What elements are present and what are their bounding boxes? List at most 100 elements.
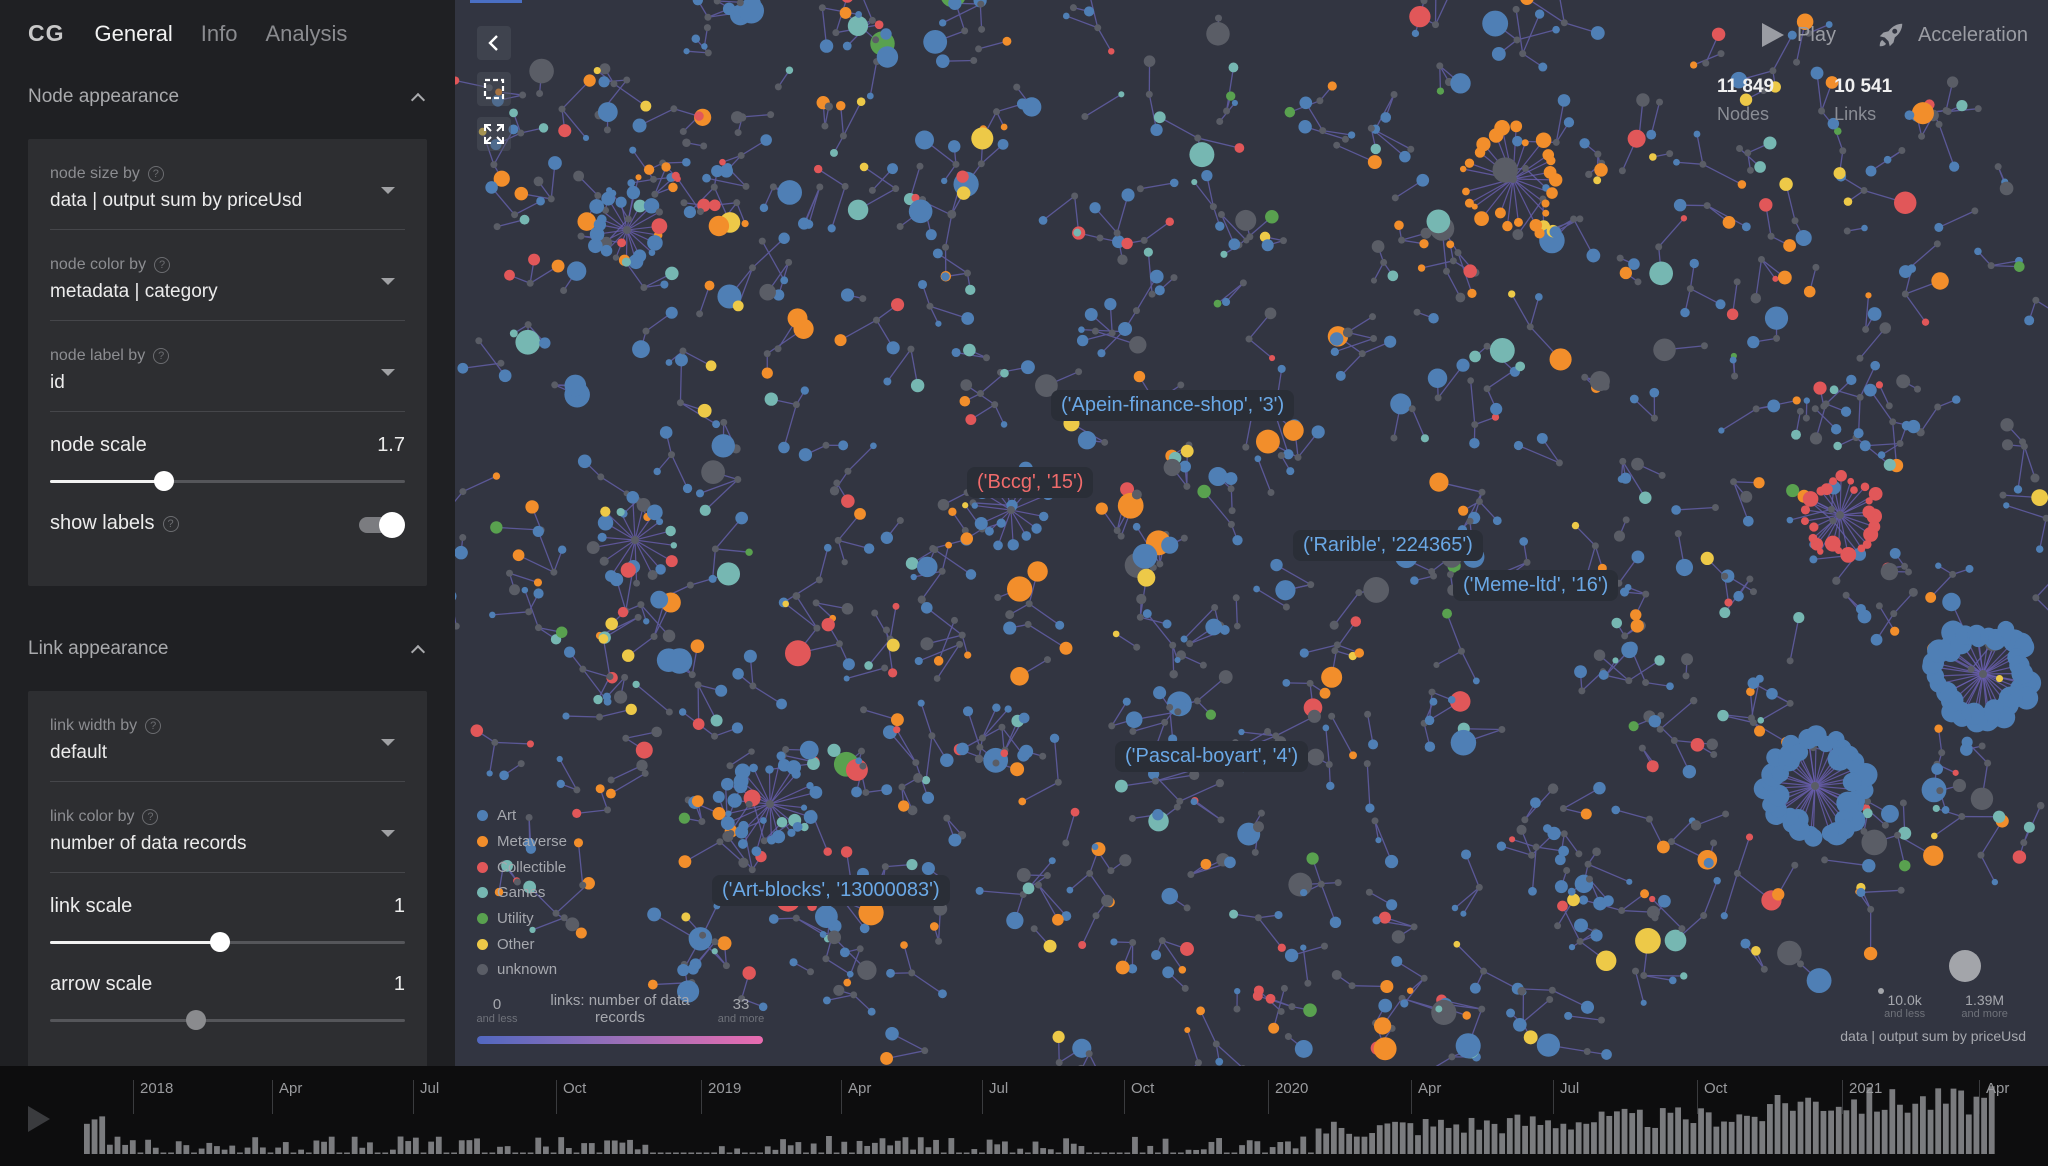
select-area-button[interactable] xyxy=(477,72,511,106)
legend-label: Collectible xyxy=(497,858,567,876)
field-value: metadata | category xyxy=(50,281,218,302)
legend-dot-icon xyxy=(477,836,488,848)
node-size-by-select[interactable]: node size by? data | output sum by price… xyxy=(50,139,405,230)
size-max-circle xyxy=(1949,950,1981,982)
selection-box-icon xyxy=(483,78,505,100)
acceleration-button[interactable]: Acceleration xyxy=(1876,20,2028,50)
legend-label: Games xyxy=(497,884,546,902)
field-label: node label by xyxy=(50,347,146,364)
legend-item-unknown[interactable]: unknown xyxy=(477,957,567,983)
arrow-scale-slider[interactable]: arrow scale 1 xyxy=(50,951,405,1030)
link-appearance-header[interactable]: Link appearance xyxy=(28,638,427,660)
collapse-sidebar-button[interactable] xyxy=(477,26,511,60)
slider-value: 1 xyxy=(393,973,405,995)
dropdown-caret-icon[interactable] xyxy=(381,830,395,837)
links-label: Links xyxy=(1834,104,1877,124)
dropdown-caret-icon[interactable] xyxy=(381,739,395,746)
field-label: node size by xyxy=(50,165,140,182)
timeline-tick: Oct xyxy=(1697,1080,1727,1114)
link-width-by-select[interactable]: link width by? default xyxy=(50,691,405,782)
colorbar-title: links: number of data records xyxy=(550,992,690,1026)
legend-label: Metaverse xyxy=(497,833,568,851)
legend-item-utility[interactable]: Utility xyxy=(477,906,567,932)
help-icon[interactable]: ? xyxy=(154,257,171,273)
nodes-count: 11 849 xyxy=(1717,76,1775,97)
node-scale-slider[interactable]: node scale 1.7 xyxy=(50,412,405,491)
node-color-by-select[interactable]: node color by? metadata | category xyxy=(50,230,405,321)
graph-canvas[interactable]: ('Apein-finance-shop', '3') ('Bccg', '15'… xyxy=(455,0,2048,1066)
legend-item-art[interactable]: Art xyxy=(477,803,567,829)
legend-item-games[interactable]: Games xyxy=(477,880,567,906)
timeline-tick: Apr xyxy=(841,1080,871,1114)
node-appearance-header[interactable]: Node appearance xyxy=(28,86,427,108)
show-labels-row: show labels? xyxy=(50,490,405,560)
node-label[interactable]: ('Art-blocks', '13000083') xyxy=(712,875,950,906)
field-value: id xyxy=(50,372,65,393)
node-label[interactable]: ('Pascal-boyart', '4') xyxy=(1115,741,1309,772)
app-logo: CG xyxy=(28,20,65,46)
tab-general[interactable]: General xyxy=(94,21,173,46)
link-scale-slider[interactable]: link scale 1 xyxy=(50,873,405,952)
legend-dot-icon xyxy=(477,938,488,950)
legend-label: Other xyxy=(497,935,535,953)
tab-info[interactable]: Info xyxy=(200,21,238,46)
timeline[interactable]: 2018 Apr Jul Oct 2019 Apr Jul Oct 2020 Apr Jul Oct 2… xyxy=(0,1066,2048,1166)
dropdown-caret-icon[interactable] xyxy=(381,278,395,285)
timeline-histogram[interactable] xyxy=(0,1066,2048,1166)
node-label[interactable]: ('Apein-finance-shop', '3') xyxy=(1051,390,1295,421)
slider-thumb[interactable] xyxy=(153,471,174,491)
slider-fill xyxy=(50,480,164,483)
help-icon[interactable]: ? xyxy=(142,809,159,825)
show-labels-toggle[interactable] xyxy=(359,512,405,538)
timeline-tick: Jul xyxy=(413,1080,439,1114)
help-icon[interactable]: ? xyxy=(145,718,162,734)
link-color-by-select[interactable]: link color by? number of data records xyxy=(50,782,405,873)
size-legend-title: data | output sum by priceUsd xyxy=(1840,1028,2026,1044)
help-icon[interactable]: ? xyxy=(147,166,164,182)
play-button[interactable]: Play xyxy=(1761,22,1836,48)
legend-dot-icon xyxy=(477,861,488,873)
links-stat: 10 541 Links xyxy=(1834,76,1892,125)
timeline-play-button[interactable] xyxy=(28,1106,50,1132)
size-max-label: 1.39M and more xyxy=(1961,992,2008,1020)
timeline-tick: Jul xyxy=(1553,1080,1579,1114)
node-label[interactable]: ('Bccg', '15') xyxy=(967,467,1094,498)
chevron-up-icon[interactable] xyxy=(410,644,426,660)
legend-item-metaverse[interactable]: Metaverse xyxy=(477,829,567,855)
timeline-tick: Apr xyxy=(1979,1080,2009,1114)
slider-thumb[interactable] xyxy=(210,932,231,952)
node-label[interactable]: ('Meme-ltd', '16') xyxy=(1453,570,1619,601)
dropdown-caret-icon[interactable] xyxy=(381,187,395,194)
legend-item-collectible[interactable]: Collectible xyxy=(477,854,567,880)
node-label[interactable]: ('Rarible', '224365') xyxy=(1293,530,1483,561)
timeline-tick: Oct xyxy=(556,1080,586,1114)
dropdown-caret-icon[interactable] xyxy=(381,369,395,376)
tab-analysis[interactable]: Analysis xyxy=(265,21,348,46)
help-icon[interactable]: ? xyxy=(153,348,170,364)
graph-network[interactable] xyxy=(455,0,2048,1066)
link-color-legend: 0 and less links: number of data records … xyxy=(477,992,764,1044)
slider-track[interactable] xyxy=(50,471,405,491)
legend-item-other[interactable]: Other xyxy=(477,931,567,957)
rocket-icon xyxy=(1879,23,1903,47)
legend-label: Utility xyxy=(497,910,534,928)
slider-label: link scale xyxy=(50,895,133,917)
slider-fill xyxy=(50,941,221,944)
slider-track[interactable] xyxy=(50,932,405,952)
field-value: data | output sum by priceUsd xyxy=(50,190,303,211)
legend-dot-icon xyxy=(477,887,488,899)
legend-dot-icon xyxy=(477,810,488,822)
chevron-up-icon[interactable] xyxy=(410,92,426,108)
timeline-tick: Jul xyxy=(982,1080,1008,1114)
node-label-by-select[interactable]: node label by? id xyxy=(50,321,405,412)
slider-track[interactable] xyxy=(50,1010,405,1030)
field-label: link color by xyxy=(50,808,135,825)
help-icon[interactable]: ? xyxy=(162,515,179,532)
size-min-label: 10.0k and less xyxy=(1884,992,1926,1020)
slider-thumb[interactable] xyxy=(185,1010,206,1030)
fit-view-button[interactable] xyxy=(477,117,511,151)
slider-value: 1 xyxy=(393,895,405,917)
timeline-tick: 2018 xyxy=(133,1080,173,1114)
timeline-tick: Oct xyxy=(1124,1080,1154,1114)
